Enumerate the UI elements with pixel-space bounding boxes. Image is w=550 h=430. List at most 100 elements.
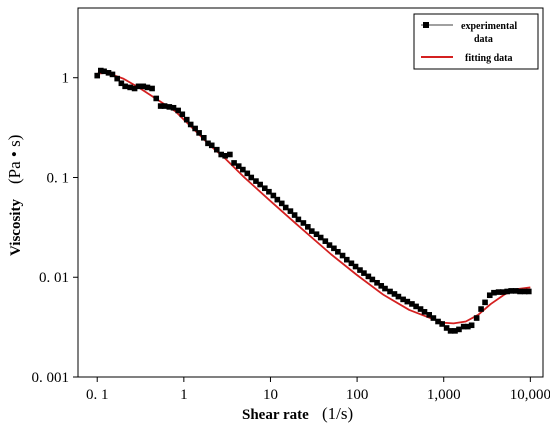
experimental-data-point <box>391 291 398 297</box>
x-axis-label: Shear rate <box>242 407 309 423</box>
experimental-data-point <box>227 151 233 158</box>
experimental-data-point <box>404 298 411 305</box>
experimental-data-point <box>266 188 272 195</box>
experimental-data-point <box>409 301 415 307</box>
fitting-data-series <box>97 71 531 325</box>
experimental-data-point <box>473 315 480 321</box>
experimental-data-point <box>240 166 246 173</box>
experimental-data-point <box>270 192 277 199</box>
experimental-data-point <box>382 285 388 292</box>
experimental-data-point <box>140 83 147 90</box>
experimental-data-point <box>504 288 510 295</box>
experimental-data-point <box>478 306 484 312</box>
experimental-data-point <box>443 325 450 331</box>
experimental-data-point <box>149 85 155 92</box>
experimental-data-point <box>326 242 333 248</box>
experimental-data-point <box>175 107 181 114</box>
experimental-data-point <box>343 256 350 263</box>
experimental-data-point <box>305 224 311 230</box>
experimental-data-point <box>213 146 220 153</box>
experimental-data-point <box>127 84 133 91</box>
experimental-data-point <box>426 312 433 318</box>
experimental-data-series <box>94 67 532 334</box>
experimental-data-point <box>387 288 393 295</box>
experimental-data-point <box>114 75 120 82</box>
x-tick-label: 0. 1 <box>86 387 109 403</box>
experimental-data-point <box>257 181 263 188</box>
experimental-data-point <box>395 293 402 300</box>
experimental-data-point <box>430 315 437 321</box>
experimental-data-point <box>282 204 289 211</box>
experimental-data-point <box>109 71 116 78</box>
experimental-data-point <box>491 289 497 296</box>
experimental-data-point <box>295 216 302 223</box>
experimental-data-point <box>322 238 329 244</box>
experimental-data-point <box>253 178 259 184</box>
experimental-data-point <box>166 104 173 110</box>
experimental-data-point <box>374 279 380 286</box>
experimental-data-point <box>378 283 385 289</box>
experimental-data-point <box>205 140 211 147</box>
experimental-data-point <box>170 104 177 111</box>
experimental-data-point <box>513 288 519 294</box>
experimental-data-point <box>317 234 324 241</box>
experimental-data-point <box>352 263 359 270</box>
legend-experimental-marker <box>423 22 429 28</box>
experimental-data-point <box>435 318 441 325</box>
experimental-data-point <box>222 152 228 159</box>
experimental-data-point <box>291 212 298 218</box>
experimental-data-point <box>369 276 376 283</box>
experimental-data-point <box>244 170 251 177</box>
experimental-data-point <box>287 208 294 214</box>
experimental-data-point <box>357 267 363 273</box>
experimental-data-point <box>521 288 528 295</box>
experimental-data-point <box>192 125 198 132</box>
experimental-data-point <box>495 289 502 295</box>
experimental-data-point <box>413 303 419 310</box>
x-tick-label: 1,000 <box>427 387 461 403</box>
experimental-data-point <box>278 200 285 207</box>
experimental-data-point <box>482 299 488 306</box>
experimental-data-point <box>460 323 467 330</box>
experimental-data-point <box>526 288 532 295</box>
y-tick-label: 0. 001 <box>32 370 70 386</box>
experimental-data-point <box>465 323 471 330</box>
y-axis-title: Viscosity (Pa • s) <box>5 135 24 256</box>
y-tick-label: 0. 1 <box>47 170 70 186</box>
experimental-data-point <box>300 220 307 226</box>
legend-box <box>413 13 539 70</box>
experimental-data-point <box>122 83 128 90</box>
experimental-data-point <box>313 231 320 238</box>
experimental-data-point <box>183 116 190 123</box>
x-axis-unit: (1/s) <box>322 404 353 423</box>
experimental-data-point <box>508 288 514 294</box>
experimental-data-point <box>131 85 138 92</box>
experimental-data-point <box>231 160 237 166</box>
x-tick-label: 1 <box>180 387 188 403</box>
legend-experimental-label-line2: data <box>474 34 493 45</box>
legend-fitting-label: fitting data <box>465 53 513 64</box>
x-tick-label: 10,000 <box>510 387 550 403</box>
experimental-data-point <box>118 80 125 87</box>
experimental-data-point <box>153 95 160 102</box>
experimental-data-point <box>105 70 112 76</box>
x-tick-label: 100 <box>346 387 369 403</box>
x-tick-label: 10 <box>263 387 278 403</box>
experimental-data-point <box>421 309 428 315</box>
experimental-data-point <box>144 84 151 91</box>
experimental-data-point <box>468 322 475 329</box>
experimental-data-point <box>101 68 107 75</box>
y-axis-unit: (Pa • s) <box>5 135 24 184</box>
experimental-data-point <box>187 121 194 128</box>
experimental-data-point <box>261 185 268 192</box>
experimental-data-point <box>517 288 523 295</box>
experimental-data-point <box>98 67 104 74</box>
experimental-data-point <box>339 252 346 259</box>
experimental-data-point <box>248 174 255 181</box>
x-axis-ticks: 0. 1 1 10 100 1,000 10,000 <box>86 377 550 403</box>
experimental-data-point <box>94 72 101 79</box>
fitting-data-line <box>97 71 531 325</box>
plot-frame <box>77 7 544 378</box>
experimental-data-point <box>331 245 337 252</box>
